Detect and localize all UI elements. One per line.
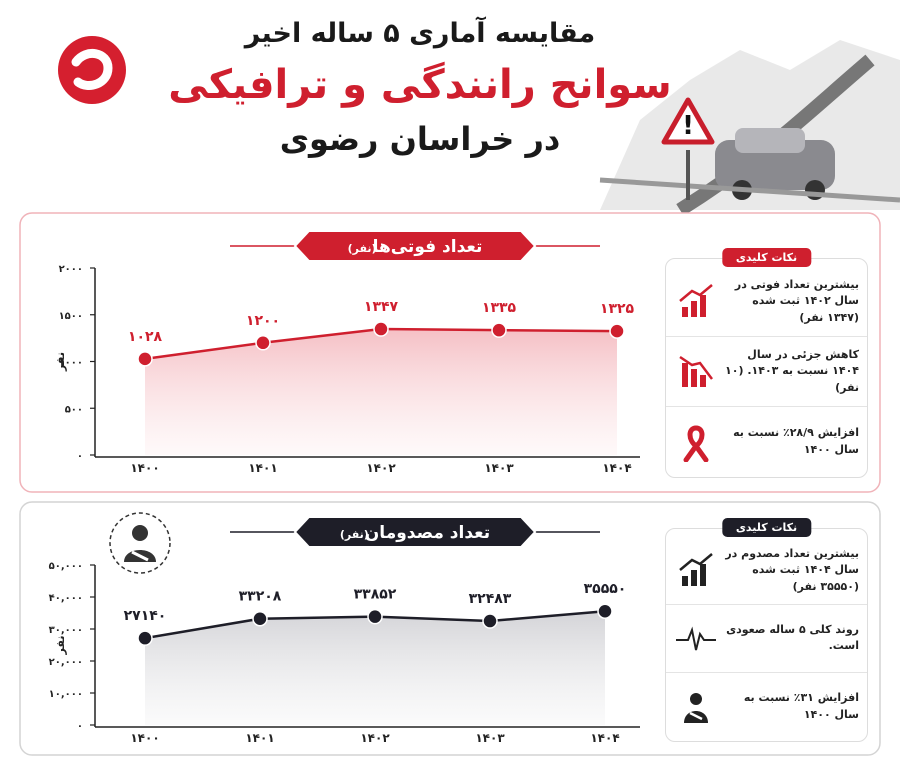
x-tick-label: ۱۴۰۴ [590,731,619,745]
point [609,323,625,339]
key-point-icon [683,425,709,462]
y-tick-label: ۰ [77,451,83,462]
value-label: ۱۳۲۵ [600,301,635,317]
y-tick-label: ۰ [77,721,83,732]
value-label: ۳۳۲۰۸ [239,589,282,605]
key-point: افزایش ۲۸/۹٪ نسبت به سال ۱۴۰۰ [666,407,867,477]
key-points: نکات کلیدی بیشترین تعداد فوتی در سال ۱۴۰۲… [665,248,868,478]
point [255,335,271,351]
key-point-icon [684,692,708,723]
value-label: ۳۳۸۵۲ [354,587,397,603]
key-point-text: بیشترین تعداد مصدوم در سال ۱۴۰۴ ثبت شده … [725,546,859,593]
value-label: ۱۲۰۰ [246,313,280,329]
value-label: ۱۰۲۸ [128,329,163,345]
chart-title: تعداد فوتی‌ها(نفر) [348,237,483,257]
chart-title-unit: (نفر) [340,528,369,541]
value-label: ۱۳۳۵ [482,300,517,316]
header-illustration: ! [599,40,900,216]
key-point: بیشترین تعداد فوتی در سال ۱۴۰۲ ثبت شده (… [666,267,867,337]
banner [293,516,537,548]
chart-title: تعداد مصدومان(نفر) [340,523,490,543]
point [367,608,383,625]
key-points-title: نکات کلیدی [721,518,812,537]
key-point-icon [679,553,713,587]
x-tick-label: ۱۴۰۲ [366,461,396,475]
key-points-list: بیشترین تعداد فوتی در سال ۱۴۰۲ ثبت شده (… [666,259,867,477]
key-point-text: بیشترین تعداد فوتی در سال ۱۴۰۲ ثبت شده (… [734,277,859,324]
x-tick-label: ۱۴۰۰ [130,731,159,745]
value-label: ۳۵۵۵۰ [584,581,627,597]
y-tick-label: ۲۰۰۰ [59,264,83,275]
y-tick-label: ۱۰۰۰ [59,358,83,369]
key-point-text: افزایش ۳۱٪ نسبت به سال ۱۴۰۰ [743,691,859,721]
header-line2: سوانح رانندگی و ترافیکی [168,61,671,108]
area [145,611,605,725]
value-label: ۳۲۴۸۳ [469,591,512,607]
chart-title-text: تعداد مصدومان [365,523,490,543]
point [137,630,153,646]
x-tick-label: ۱۴۰۱ [248,461,277,475]
header-line3: در خراسان رضوی [280,120,561,158]
x-tick-label: ۱۴۰۱ [245,731,274,745]
key-point: افزایش ۳۱٪ نسبت به سال ۱۴۰۰ [666,673,867,741]
value-label: ۲۷۱۴۰ [124,608,167,624]
key-points-title: نکات کلیدی [721,248,812,267]
key-point-icon [676,626,716,651]
key-point-text: افزایش ۲۸/۹٪ نسبت به سال ۱۴۰۰ [733,426,859,456]
area [145,329,617,455]
value-label: ۱۳۴۷ [364,299,399,315]
key-point-icon [679,356,713,388]
key-point: بیشترین تعداد مصدوم در سال ۱۴۰۴ ثبت شده … [666,537,867,605]
y-tick-label: ۴۰,۰۰۰ [49,593,83,604]
point [252,610,268,627]
y-tick-label: ۵۰,۰۰۰ [49,561,83,572]
x-tick-label: ۱۴۰۳ [475,731,505,745]
point [137,351,153,367]
x-tick-label: ۱۴۰۳ [484,461,514,475]
key-point: کاهش جزئی در سال ۱۴۰۴ نسبت به ۱۴۰۳. (۱۰ … [666,337,867,407]
chart-title-text: تعداد فوتی‌ها [373,237,483,257]
point [373,321,389,337]
point [482,613,498,629]
point [597,603,613,619]
injured-icon [109,512,171,574]
x-tick-label: ۱۴۰۴ [602,461,631,475]
key-point-text: کاهش جزئی در سال ۱۴۰۴ نسبت به ۱۴۰۳. (۱۰ … [725,347,859,394]
key-point: روند کلی ۵ ساله صعودی است. [666,605,867,673]
chart-title-unit: (نفر) [348,242,377,255]
y-tick-label: ۱۵۰۰ [59,311,83,322]
y-tick-label: ۲۰,۰۰۰ [49,657,83,668]
logo [58,36,126,104]
y-tick-label: ۵۰۰ [65,404,83,415]
key-point-text: روند کلی ۵ ساله صعودی است. [726,622,859,653]
y-axis-label: نفر [54,636,67,656]
y-axis-label: نفر [54,352,67,372]
x-tick-label: ۱۴۰۲ [360,731,390,745]
svg-text:!: ! [682,111,694,141]
header-line1: مقایسه آماری ۵ ساله اخیر [243,16,596,49]
key-point-icon [679,284,713,318]
y-tick-label: ۳۰,۰۰۰ [49,625,83,636]
x-tick-label: ۱۴۰۰ [130,461,159,475]
point [491,322,507,338]
y-tick-label: ۱۰,۰۰۰ [49,689,83,700]
key-points: نکات کلیدی بیشترین تعداد مصدوم در سال ۱۴۰… [665,518,868,742]
banner [293,230,537,262]
key-points-list: بیشترین تعداد مصدوم در سال ۱۴۰۴ ثبت شده … [666,529,867,741]
